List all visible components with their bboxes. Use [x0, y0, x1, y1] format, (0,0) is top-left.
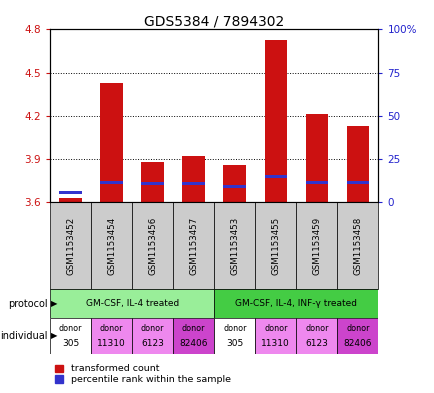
- Bar: [141, 182, 164, 185]
- Bar: [50, 318, 91, 354]
- Text: GSM1153452: GSM1153452: [66, 217, 75, 275]
- Text: 82406: 82406: [179, 339, 207, 348]
- Bar: [59, 198, 82, 202]
- Text: ▶: ▶: [51, 332, 57, 340]
- Text: donor: donor: [304, 325, 328, 333]
- Text: 305: 305: [226, 339, 243, 348]
- Text: GM-CSF, IL-4, INF-γ treated: GM-CSF, IL-4, INF-γ treated: [235, 299, 356, 308]
- Text: 11310: 11310: [97, 339, 126, 348]
- Bar: [50, 289, 214, 318]
- Bar: [346, 181, 368, 184]
- Bar: [182, 182, 204, 185]
- Bar: [264, 175, 286, 178]
- Text: GSM1153456: GSM1153456: [148, 217, 157, 275]
- Text: GSM1153457: GSM1153457: [189, 217, 198, 275]
- Text: donor: donor: [181, 325, 205, 333]
- Legend: transformed count, percentile rank within the sample: transformed count, percentile rank withi…: [55, 364, 230, 384]
- Bar: [296, 318, 337, 354]
- Bar: [264, 40, 286, 202]
- Bar: [214, 318, 255, 354]
- Text: donor: donor: [263, 325, 287, 333]
- Text: GSM1153455: GSM1153455: [271, 217, 279, 275]
- Bar: [305, 114, 327, 202]
- Text: 82406: 82406: [343, 339, 372, 348]
- Bar: [255, 318, 296, 354]
- Bar: [91, 318, 132, 354]
- Bar: [305, 181, 327, 184]
- Text: donor: donor: [141, 325, 164, 333]
- Bar: [182, 156, 204, 202]
- Bar: [91, 202, 132, 289]
- Text: GM-CSF, IL-4 treated: GM-CSF, IL-4 treated: [85, 299, 178, 308]
- Bar: [337, 318, 378, 354]
- Bar: [100, 83, 123, 202]
- Text: donor: donor: [100, 325, 123, 333]
- Bar: [132, 318, 173, 354]
- Bar: [214, 289, 378, 318]
- Text: 305: 305: [62, 339, 79, 348]
- Bar: [346, 126, 368, 202]
- Bar: [132, 202, 173, 289]
- Text: GSM1153459: GSM1153459: [312, 217, 321, 275]
- Bar: [255, 202, 296, 289]
- Text: protocol: protocol: [8, 299, 48, 309]
- Bar: [296, 202, 337, 289]
- Text: GSM1153454: GSM1153454: [107, 217, 116, 275]
- Text: ▶: ▶: [51, 299, 57, 308]
- Text: individual: individual: [0, 331, 48, 341]
- Bar: [214, 202, 255, 289]
- Text: donor: donor: [223, 325, 246, 333]
- Text: donor: donor: [345, 325, 369, 333]
- Text: 6123: 6123: [141, 339, 164, 348]
- Bar: [50, 202, 91, 289]
- Text: 6123: 6123: [305, 339, 328, 348]
- Text: GSM1153458: GSM1153458: [352, 217, 362, 275]
- Title: GDS5384 / 7894302: GDS5384 / 7894302: [144, 14, 284, 28]
- Bar: [100, 181, 123, 184]
- Bar: [223, 185, 246, 188]
- Bar: [337, 202, 378, 289]
- Bar: [59, 191, 82, 194]
- Text: GSM1153453: GSM1153453: [230, 217, 239, 275]
- Text: donor: donor: [59, 325, 82, 333]
- Bar: [141, 162, 164, 202]
- Bar: [173, 202, 214, 289]
- Bar: [173, 318, 214, 354]
- Bar: [223, 165, 246, 202]
- Text: 11310: 11310: [261, 339, 289, 348]
